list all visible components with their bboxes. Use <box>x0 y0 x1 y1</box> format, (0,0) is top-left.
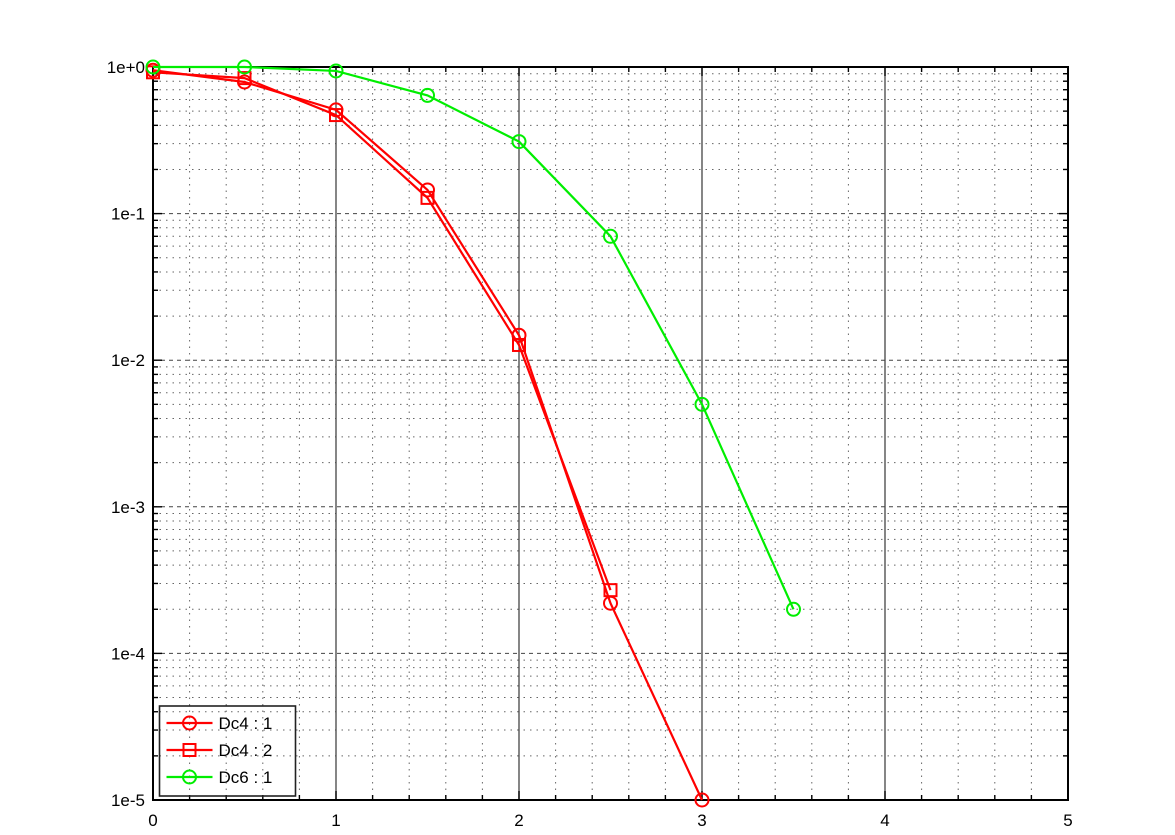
legend-item: Dc4 : 1 <box>166 714 273 733</box>
axis-ticks <box>152 66 1069 801</box>
y-tick-label: 1e-4 <box>111 644 145 663</box>
series-line-dc6-1 <box>153 65 795 610</box>
x-tick-label: 2 <box>514 811 523 830</box>
marker-square-dc4-2 <box>420 190 435 205</box>
grid-major <box>153 67 1068 800</box>
grid-minor <box>153 67 1068 800</box>
marker-square-dc4-2 <box>512 337 526 352</box>
x-tick-label: 0 <box>148 811 157 830</box>
y-tick-label: 1e-1 <box>111 205 145 224</box>
marker-circle-legend <box>182 769 197 785</box>
y-tick-label: 1e-3 <box>111 498 145 517</box>
series-line-dc4-2 <box>152 71 612 591</box>
marker-circle-dc6-1 <box>420 87 435 103</box>
y-tick-label: 1e-2 <box>111 351 145 370</box>
marker-circle-dc6-1 <box>786 601 801 617</box>
series-line-dc4-1 <box>152 69 703 801</box>
y-tick-label: 1e-5 <box>111 791 145 810</box>
series-dc6-1 <box>145 59 801 617</box>
legend-label: Dc4 : 2 <box>219 741 273 760</box>
legend-label: Dc6 : 1 <box>219 768 273 787</box>
marker-square-dc4-2 <box>237 71 252 86</box>
series-dc4-2 <box>146 65 618 598</box>
legend: Dc4 : 1 Dc4 : 2 Dc6 : 1 <box>158 705 297 797</box>
x-tick-label: 4 <box>880 811 889 830</box>
x-tick-label: 5 <box>1063 811 1072 830</box>
x-tick-label: 1 <box>331 811 340 830</box>
legend-item: Dc6 : 1 <box>166 768 273 787</box>
marker-circle-dc6-1 <box>328 63 344 79</box>
legend-box <box>158 705 297 797</box>
marker-square-legend <box>182 743 197 757</box>
marker-square-dc4-2 <box>603 583 618 598</box>
marker-circle-dc6-1 <box>237 59 252 75</box>
marker-circle-dc6-1 <box>694 396 710 412</box>
marker-circle-dc6-1 <box>145 59 161 75</box>
marker-circle-dc6-1 <box>603 228 618 244</box>
series-dc4-1 <box>145 62 710 808</box>
marker-circle-dc4-1 <box>694 792 710 808</box>
plot-border <box>152 66 1069 801</box>
y-tick-label: 1e+0 <box>107 58 145 77</box>
legend-item: Dc4 : 2 <box>166 741 273 760</box>
axis-labels: 1e+0 1e-1 1e-2 1e-3 1e-4 1e-50 1 2 3 4 5 <box>107 58 1073 830</box>
marker-circle-dc6-1 <box>511 134 527 150</box>
marker-square-dc4-2 <box>329 108 343 123</box>
legend-label: Dc4 : 1 <box>219 714 273 733</box>
marker-circle-legend <box>182 715 197 731</box>
x-tick-label: 3 <box>697 811 706 830</box>
